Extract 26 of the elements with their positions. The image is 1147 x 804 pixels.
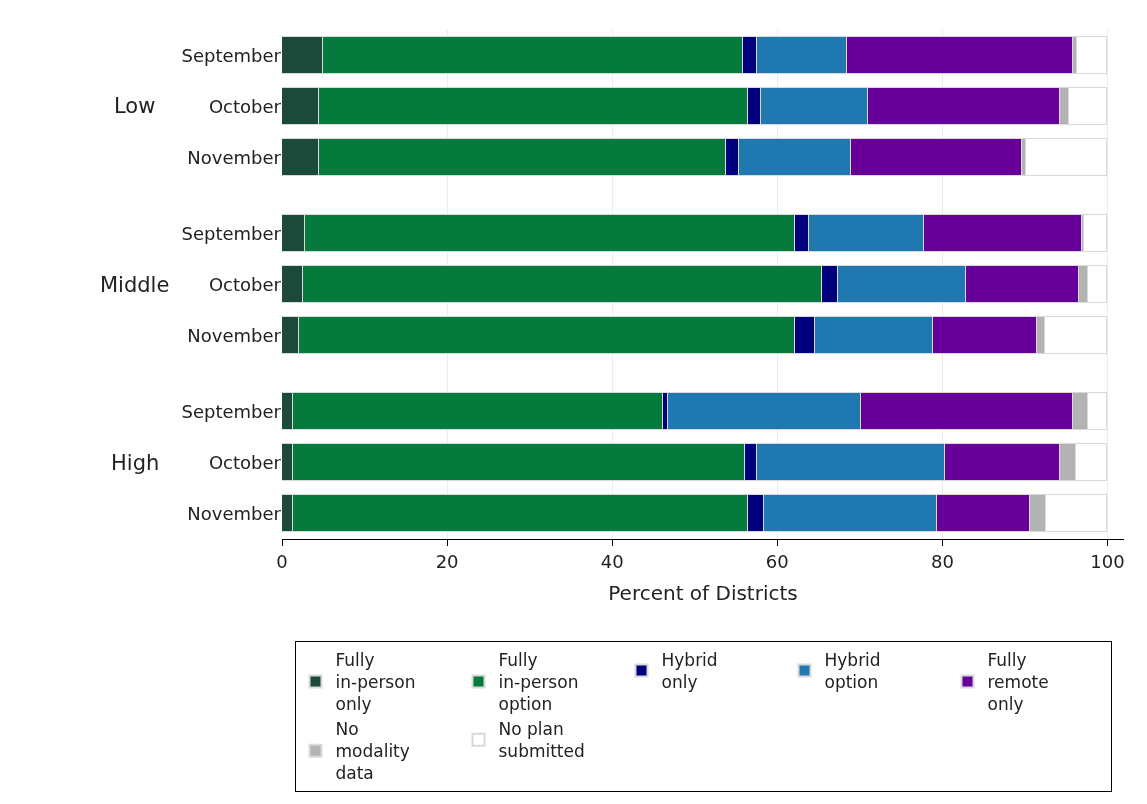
x-tick-label: 40 (600, 550, 624, 572)
y-tick-label: November (187, 324, 282, 346)
x-tick-label: 80 (930, 550, 954, 572)
y-tick-label: September (181, 44, 282, 66)
x-tick-label: 0 (276, 550, 288, 572)
legend-label: Hybrid only (661, 649, 718, 693)
text: Middle (100, 273, 170, 297)
x-tick-label: 20 (435, 550, 459, 572)
legend-label: No plan submitted (498, 719, 585, 762)
y-tick-label: October (208, 451, 282, 473)
y-tick-label: September (181, 401, 282, 423)
y-tick-label: October (208, 273, 282, 295)
y-tick-label: September (181, 222, 282, 244)
y-tick-label: November (187, 502, 282, 524)
x-tick-label: 100 (1090, 550, 1125, 572)
legend-label: Fully remote only (987, 649, 1049, 715)
text: High (111, 451, 160, 475)
text: Low (114, 94, 156, 118)
legend-label: Fully in-person option (498, 649, 579, 715)
y-tick-label: October (208, 95, 282, 117)
legend-label: No modality data (335, 719, 410, 784)
x-tick-label: 60 (765, 550, 789, 572)
y-tick-label: November (187, 146, 282, 168)
legend-label: Fully in-person only (335, 649, 416, 715)
x-axis-title: Percent of Districts (608, 581, 798, 606)
legend-label: Hybrid option (824, 649, 881, 693)
